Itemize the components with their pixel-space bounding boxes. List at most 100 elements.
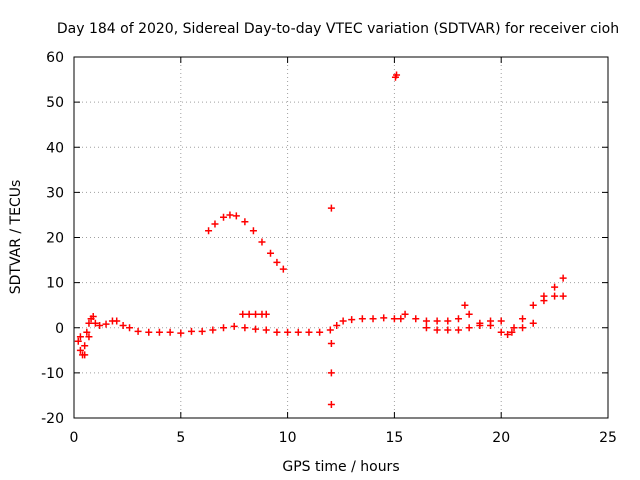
- data-point: [187, 327, 195, 335]
- data-point: [205, 227, 213, 235]
- data-point: [102, 320, 110, 328]
- series-low-branches: [76, 292, 567, 359]
- data-point: [245, 310, 253, 318]
- data-point: [326, 326, 334, 334]
- data-point: [510, 324, 518, 332]
- data-point: [177, 329, 185, 337]
- data-point: [327, 340, 335, 348]
- data-point: [508, 328, 516, 336]
- data-point: [504, 331, 512, 339]
- data-point: [433, 326, 441, 334]
- chart-title: Day 184 of 2020, Sidereal Day-to-day VTE…: [57, 21, 619, 37]
- x-tick-label: 15: [385, 430, 403, 446]
- data-point: [273, 328, 281, 336]
- data-point: [380, 314, 388, 322]
- data-point: [401, 310, 409, 318]
- data-point: [232, 212, 240, 220]
- y-tick-label: 40: [46, 140, 64, 156]
- data-point: [559, 292, 567, 300]
- data-point: [454, 326, 462, 334]
- y-tick-label: 50: [46, 95, 64, 111]
- y-tick-label: 20: [46, 231, 64, 247]
- y-tick-label: 30: [46, 185, 64, 201]
- data-point: [339, 317, 347, 325]
- data-point: [487, 317, 495, 325]
- data-point: [220, 213, 228, 221]
- data-point: [89, 312, 97, 320]
- data-point: [119, 321, 127, 329]
- data-point: [267, 249, 275, 257]
- data-point: [145, 328, 153, 336]
- data-point: [397, 315, 405, 323]
- y-tick-label: -20: [41, 411, 64, 427]
- data-point: [551, 283, 559, 291]
- data-point: [85, 319, 93, 327]
- data-point: [551, 292, 559, 300]
- data-point: [241, 218, 249, 226]
- data-point: [316, 328, 324, 336]
- data-point: [327, 369, 335, 377]
- data-point: [284, 328, 292, 336]
- data-point: [220, 324, 228, 332]
- data-point: [76, 333, 84, 341]
- data-point: [252, 310, 260, 318]
- y-tick-label: 10: [46, 276, 64, 292]
- data-point: [134, 327, 142, 335]
- data-point: [465, 310, 473, 318]
- data-point: [279, 265, 287, 273]
- y-axis-label: SDTVAR / TECUs: [8, 180, 24, 295]
- data-point: [126, 324, 134, 332]
- data-point: [258, 238, 266, 246]
- data-point: [390, 315, 398, 323]
- data-point: [422, 317, 430, 325]
- data-point: [91, 319, 99, 327]
- y-tick-label: 60: [46, 50, 64, 66]
- data-point: [211, 220, 219, 228]
- data-point: [529, 319, 537, 327]
- data-point: [252, 325, 260, 333]
- data-point: [74, 337, 82, 345]
- x-axis-label: GPS time / hours: [282, 459, 399, 475]
- data-point: [465, 324, 473, 332]
- data-point: [327, 204, 335, 212]
- data-point: [81, 342, 89, 350]
- data-point: [76, 346, 84, 354]
- series-isolated-points: [327, 71, 401, 408]
- data-point: [262, 326, 270, 334]
- y-tick-label: -10: [41, 366, 64, 382]
- x-tick-label: 20: [492, 430, 510, 446]
- data-point: [166, 328, 174, 336]
- data-point: [209, 326, 217, 334]
- series-short-segment: [239, 310, 270, 318]
- series-main-band: [74, 274, 567, 359]
- grid: [74, 57, 608, 418]
- data-point: [393, 71, 401, 79]
- data-point: [412, 315, 420, 323]
- data-point: [305, 328, 313, 336]
- data-point: [497, 317, 505, 325]
- data-point: [83, 328, 91, 336]
- x-tick-label: 25: [599, 430, 617, 446]
- data-point: [85, 333, 93, 341]
- data-point: [198, 327, 206, 335]
- x-tick-label: 10: [279, 430, 297, 446]
- data-point: [519, 324, 527, 332]
- data-point: [239, 310, 247, 318]
- data-point: [529, 301, 537, 309]
- data-point: [249, 227, 257, 235]
- data-point: [444, 317, 452, 325]
- data-point: [230, 322, 238, 330]
- data-point: [113, 317, 121, 325]
- data-point: [262, 310, 270, 318]
- tick-labels: 0 5 10 15 20 25 -20 -10 0 10 20 30 40 50 60: [41, 50, 617, 446]
- x-tick-label: 0: [70, 430, 79, 446]
- data-point: [540, 297, 548, 305]
- data-point: [96, 321, 104, 329]
- data-point: [273, 258, 281, 266]
- data-point: [559, 274, 567, 282]
- data-point: [369, 315, 377, 323]
- data-point: [358, 315, 366, 323]
- data-point: [333, 321, 341, 329]
